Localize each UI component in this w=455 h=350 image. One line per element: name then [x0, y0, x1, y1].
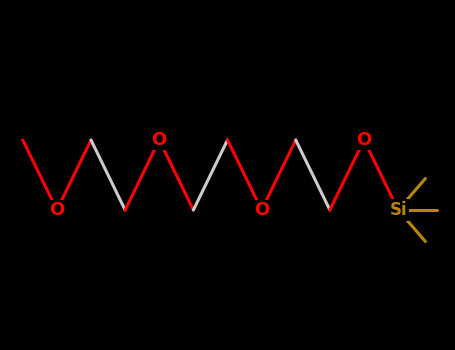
Text: O: O [254, 201, 269, 219]
Text: O: O [356, 131, 372, 149]
Text: O: O [49, 201, 65, 219]
Text: O: O [152, 131, 167, 149]
Text: Si: Si [389, 201, 407, 219]
